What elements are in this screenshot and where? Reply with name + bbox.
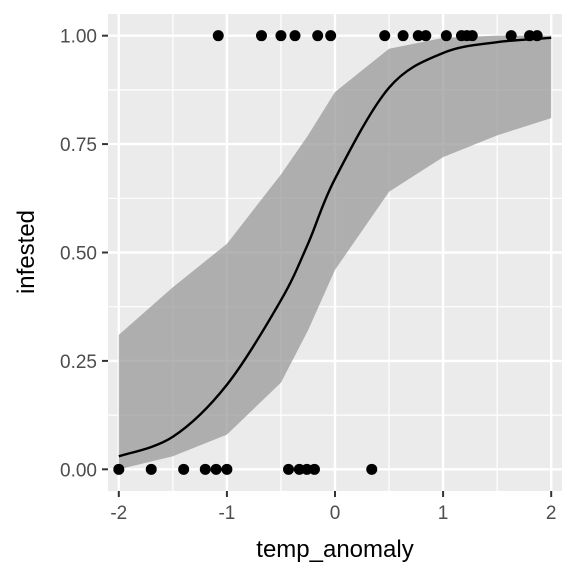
data-point — [289, 30, 301, 42]
y-tick-label: 0.25 — [60, 352, 97, 373]
y-tick-label: 1.00 — [60, 27, 97, 48]
data-point — [312, 30, 324, 42]
y-tick-label: 0.50 — [60, 244, 97, 265]
data-point — [308, 463, 320, 475]
data-point — [221, 463, 233, 475]
data-point — [325, 30, 337, 42]
y-tick-label: 0.75 — [60, 135, 97, 156]
data-point — [283, 463, 295, 475]
points-layer — [113, 30, 543, 475]
data-point — [301, 463, 313, 475]
confidence-band-layer — [118, 35, 552, 470]
data-point — [466, 30, 478, 42]
data-point — [275, 30, 287, 42]
data-point — [212, 30, 224, 42]
confidence-band — [118, 35, 552, 470]
y-tick-label: 0.00 — [60, 460, 97, 481]
fit-line-layer — [118, 36, 552, 458]
x-tick-label: 2 — [546, 503, 557, 524]
data-point — [199, 463, 211, 475]
data-point — [397, 30, 409, 42]
data-point — [293, 463, 305, 475]
x-tick-label: -2 — [110, 503, 127, 524]
x-tick-label: 1 — [438, 503, 449, 524]
data-point — [178, 463, 190, 475]
data-point — [412, 30, 424, 42]
data-point — [531, 30, 543, 42]
data-point — [210, 463, 222, 475]
x-axis-title: temp_anomaly — [256, 536, 413, 563]
x-tick-label: -1 — [218, 503, 235, 524]
x-tick-label: 0 — [330, 503, 341, 524]
axes: -2 -1 0 1 2 0.00 0.25 0.50 0.75 1.00 — [60, 27, 556, 524]
data-point — [524, 30, 536, 42]
data-point — [145, 463, 157, 475]
data-point — [113, 463, 125, 475]
data-point — [420, 30, 432, 42]
data-point — [440, 30, 452, 42]
y-axis-title: infested — [13, 210, 40, 294]
data-point — [366, 463, 378, 475]
data-point — [379, 30, 391, 42]
fit-line — [118, 36, 552, 458]
data-point — [505, 30, 517, 42]
data-point — [255, 30, 267, 42]
